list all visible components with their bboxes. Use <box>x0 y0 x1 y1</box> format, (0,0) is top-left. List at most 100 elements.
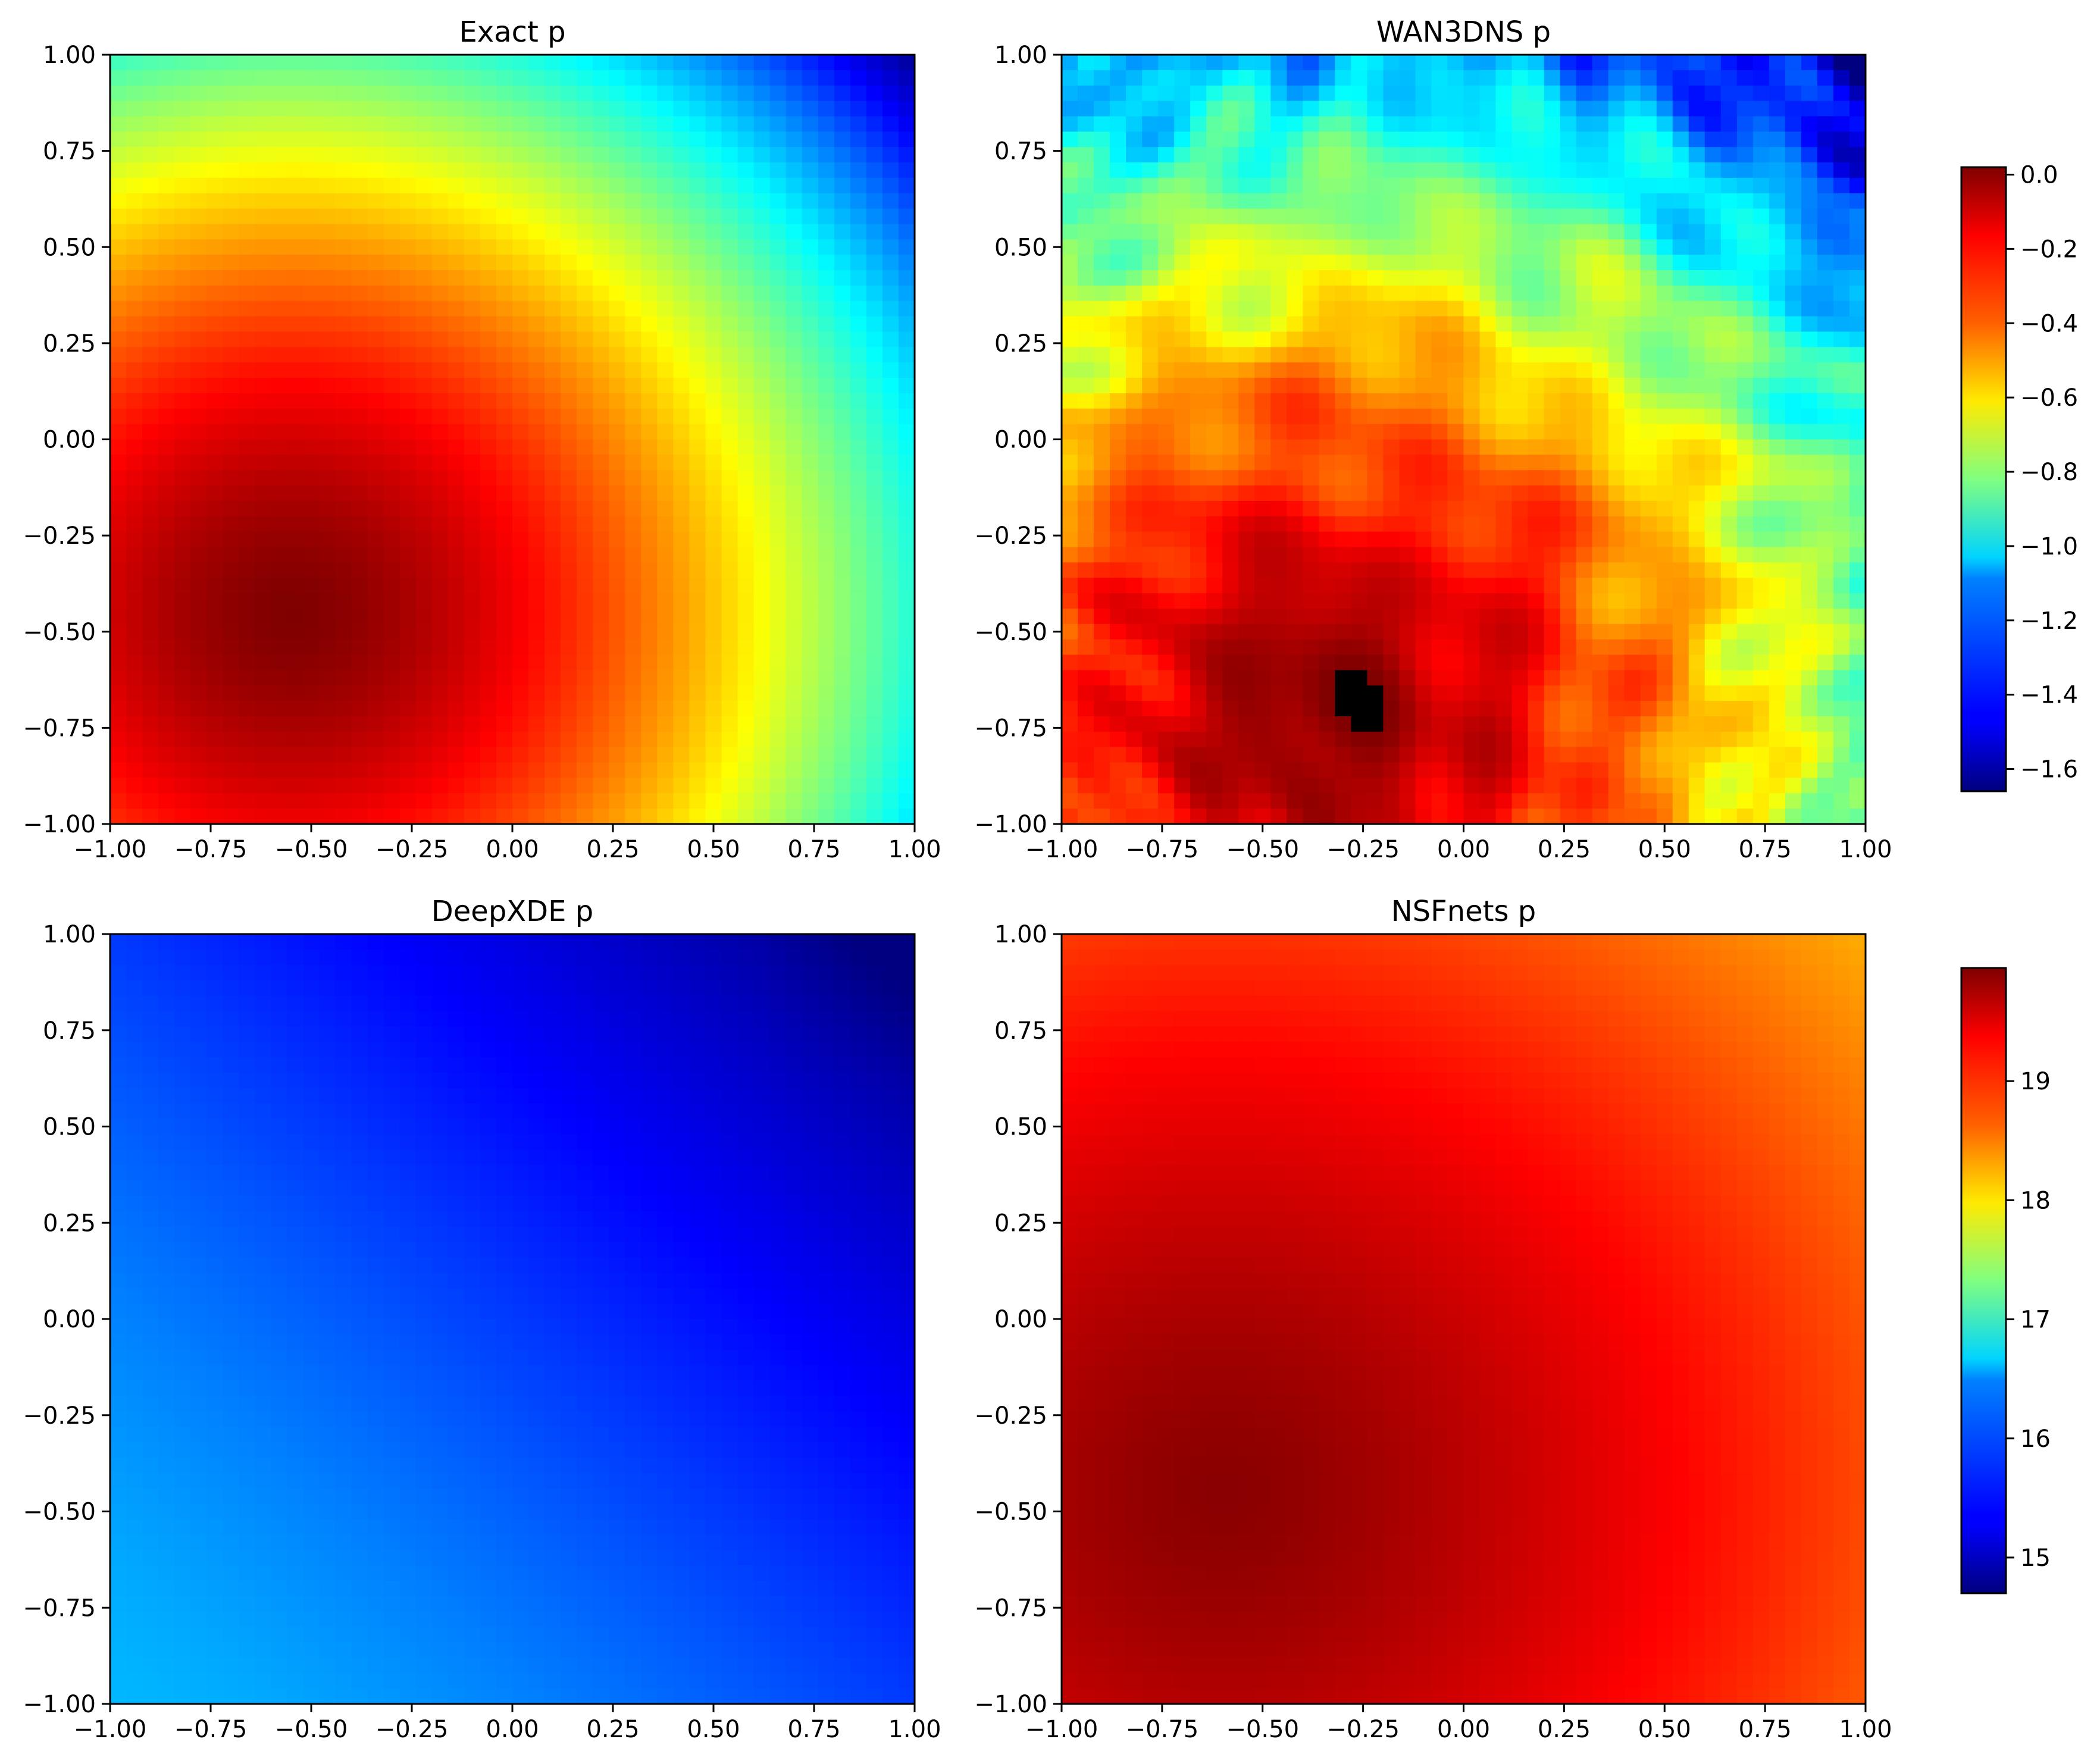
heatmap-cell <box>1399 778 1416 794</box>
heatmap-cell <box>1511 516 1529 532</box>
heatmap-cell <box>1720 747 1738 763</box>
heatmap-cell <box>593 747 610 763</box>
heatmap-cell <box>1222 500 1240 517</box>
heatmap-cell <box>641 455 658 471</box>
heatmap-cell <box>464 654 481 671</box>
heatmap-cell <box>1672 208 1689 225</box>
heatmap-cell <box>850 316 867 333</box>
heatmap-cell <box>190 608 208 625</box>
heatmap-cell <box>1078 701 1094 717</box>
heatmap-cell <box>1174 285 1191 302</box>
heatmap-cell <box>223 623 240 640</box>
heatmap-cell <box>850 116 867 133</box>
heatmap-cell <box>802 70 819 86</box>
heatmap-cell <box>1769 439 1786 456</box>
heatmap-cell <box>1319 516 1336 532</box>
heatmap-cell <box>367 255 384 271</box>
heatmap-cell <box>1849 331 1866 348</box>
heatmap-cell <box>737 593 755 609</box>
heatmap-cell <box>1094 578 1110 594</box>
heatmap-cell <box>641 255 658 271</box>
heatmap-cell <box>190 316 208 333</box>
heatmap-cell <box>898 162 915 178</box>
heatmap-cell <box>544 347 561 363</box>
heatmap-cell <box>1142 716 1159 732</box>
heatmap-cell <box>319 424 336 440</box>
heatmap-cell <box>287 562 304 579</box>
heatmap-cell <box>1383 408 1400 425</box>
heatmap-cell <box>1222 408 1240 425</box>
heatmap-cell <box>1769 378 1786 394</box>
heatmap-cell <box>110 623 127 640</box>
heatmap-cell <box>1431 778 1448 794</box>
heatmap-cell <box>239 731 256 748</box>
heatmap-cell <box>1415 131 1432 148</box>
heatmap-cell <box>1720 193 1738 209</box>
heatmap-cell <box>834 593 851 609</box>
heatmap-cell <box>399 224 417 240</box>
heatmap-cell <box>1544 747 1561 763</box>
heatmap-cell <box>1592 516 1609 532</box>
heatmap-cell <box>1720 670 1738 687</box>
heatmap-cell <box>1608 224 1625 240</box>
heatmap-cell <box>1495 670 1513 687</box>
heatmap-cell <box>1126 270 1143 286</box>
heatmap-cell <box>689 562 706 579</box>
heatmap-cell <box>1608 347 1625 363</box>
heatmap-cell <box>1495 255 1513 271</box>
heatmap-cell <box>641 331 658 348</box>
heatmap-cell <box>1270 55 1288 71</box>
heatmap-cell <box>1560 101 1577 117</box>
heatmap-cell <box>142 731 159 748</box>
heatmap-cell <box>255 578 272 594</box>
heatmap-cell <box>818 393 835 409</box>
heatmap-cell <box>785 608 803 625</box>
heatmap-cell <box>577 285 593 302</box>
heatmap-cell <box>785 778 803 794</box>
heatmap-cell <box>1592 331 1609 348</box>
heatmap-cell <box>512 439 529 456</box>
heatmap-cell <box>223 500 240 517</box>
heatmap-cell <box>367 300 384 317</box>
heatmap-cell <box>1062 70 1078 86</box>
heatmap-cell <box>753 500 771 517</box>
heatmap-cell <box>1801 347 1818 363</box>
heatmap-cell <box>464 670 481 687</box>
heatmap-cell <box>1769 623 1786 640</box>
heatmap-cell <box>898 485 915 502</box>
heatmap-cell <box>705 793 722 809</box>
heatmap-cell <box>1495 362 1513 378</box>
heatmap-cell <box>1270 793 1288 809</box>
heatmap-cell <box>785 255 803 271</box>
heatmap-cell <box>1817 716 1834 732</box>
heatmap-cell <box>528 193 545 209</box>
heatmap-cell <box>447 747 465 763</box>
heatmap-cell <box>1174 193 1191 209</box>
heatmap-cell <box>271 500 288 517</box>
heatmap-cell <box>239 439 256 456</box>
heatmap-cell <box>753 162 771 178</box>
heatmap-cell <box>287 378 304 394</box>
heatmap-cell <box>1849 470 1866 486</box>
heatmap-cell <box>1431 701 1448 717</box>
heatmap-cell <box>737 485 755 502</box>
heatmap-cell <box>641 424 658 440</box>
heatmap-cell <box>1431 147 1448 163</box>
heatmap-cell <box>705 670 722 687</box>
heatmap-cell <box>447 439 465 456</box>
heatmap-cell <box>1287 193 1304 209</box>
heatmap-cell <box>1736 778 1754 794</box>
heatmap-cell <box>174 747 191 763</box>
heatmap-cell <box>1720 547 1738 563</box>
heatmap-cell <box>1576 331 1593 348</box>
heatmap-cell <box>431 701 449 717</box>
heatmap-cell <box>1110 455 1126 471</box>
heatmap-cell <box>1351 685 1368 701</box>
heatmap-cell <box>785 670 803 687</box>
heatmap-cell <box>1399 270 1416 286</box>
heatmap-cell <box>1062 778 1078 794</box>
heatmap-cell <box>705 531 722 548</box>
heatmap-cell <box>1672 224 1689 240</box>
heatmap-cell <box>1511 654 1529 671</box>
heatmap-cell <box>1351 578 1368 594</box>
